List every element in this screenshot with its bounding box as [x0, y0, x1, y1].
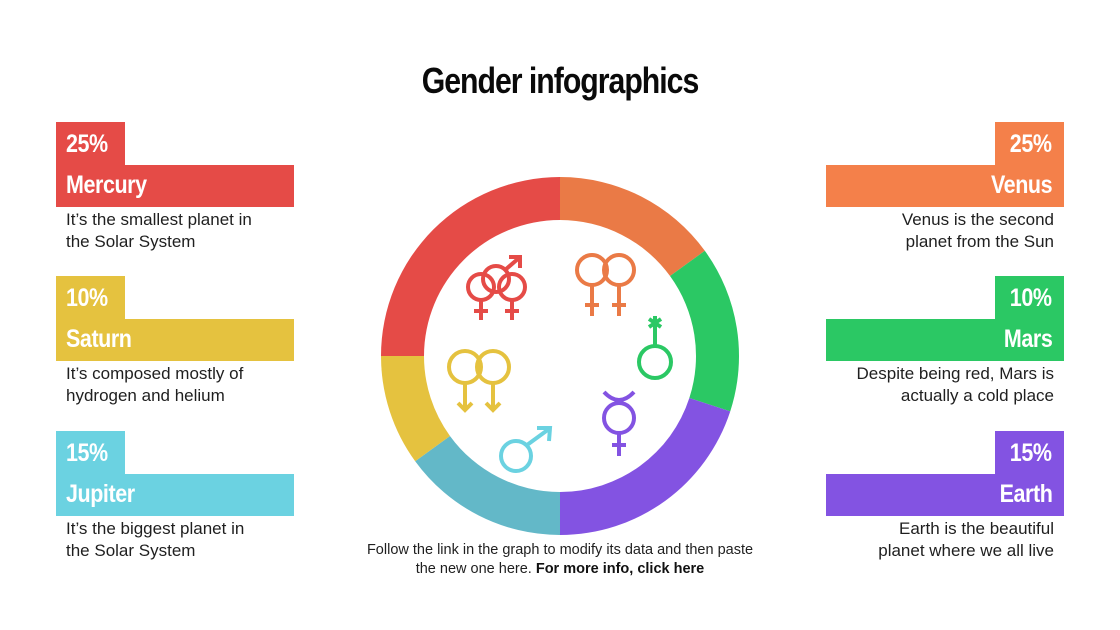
- donut-segment-purple[interactable]: [560, 398, 731, 535]
- card-mars: 10% Mars Despite being red, Mars is actu…: [826, 276, 1064, 426]
- chart-caption: Follow the link in the graph to modify i…: [360, 541, 760, 579]
- card-tab: [995, 276, 1064, 320]
- card-mercury: 25% Mercury It’s the smallest planet in …: [56, 122, 294, 272]
- donut-chart[interactable]: [380, 176, 740, 536]
- card-saturn: 10% Saturn It’s composed mostly of hydro…: [56, 276, 294, 426]
- card-name: Jupiter: [66, 480, 135, 508]
- card-description: It’s composed mostly of hydrogen and hel…: [66, 363, 306, 407]
- card-percent: 15%: [66, 439, 108, 467]
- desc-line: Earth is the beautiful: [899, 519, 1054, 538]
- desc-line: the Solar System: [66, 541, 196, 560]
- desc-line: Venus is the second: [901, 210, 1054, 229]
- desc-line: hydrogen and helium: [66, 386, 225, 405]
- card-description: It’s the biggest planet in the Solar Sys…: [66, 518, 306, 562]
- card-tab: [56, 122, 125, 166]
- card-bar: [56, 165, 294, 207]
- card-name: Mercury: [66, 171, 147, 199]
- card-percent: 25%: [1010, 130, 1052, 158]
- card-bar: [826, 474, 1064, 516]
- page-title: Gender infographics: [421, 60, 700, 101]
- desc-line: Despite being red, Mars is: [856, 364, 1054, 383]
- caption-text: Follow the link in the graph to modify i…: [366, 542, 754, 577]
- donut-segment-orange[interactable]: [560, 177, 705, 277]
- donut-segment-teal[interactable]: [415, 435, 560, 535]
- desc-line: It’s the smallest planet in: [66, 210, 252, 229]
- card-bar: [56, 319, 294, 361]
- donut-segment-red[interactable]: [381, 177, 560, 356]
- card-bar: [826, 165, 1064, 207]
- card-description: Despite being red, Mars is actually a co…: [814, 363, 1054, 407]
- desc-line: planet where we all live: [878, 541, 1054, 560]
- card-percent: 10%: [66, 284, 108, 312]
- card-jupiter: 15% Jupiter It’s the biggest planet in t…: [56, 431, 294, 581]
- card-tab: [56, 276, 125, 320]
- card-percent: 15%: [1010, 439, 1052, 467]
- card-earth: 15% Earth Earth is the beautiful planet …: [826, 431, 1064, 581]
- card-name: Mars: [1003, 325, 1053, 353]
- card-venus: 25% Venus Venus is the second planet fro…: [826, 122, 1064, 272]
- desc-line: It’s the biggest planet in: [66, 519, 245, 538]
- card-description: Venus is the second planet from the Sun: [814, 209, 1054, 253]
- card-percent: 10%: [1010, 284, 1052, 312]
- more-info-link[interactable]: For more info, click here: [535, 561, 705, 577]
- card-name: Venus: [990, 171, 1053, 199]
- card-tab: [56, 431, 125, 475]
- card-tab: [995, 431, 1064, 475]
- desc-line: actually a cold place: [900, 386, 1054, 405]
- card-name: Earth: [999, 480, 1052, 508]
- donut-segment-green[interactable]: [670, 250, 739, 412]
- card-bar: [826, 319, 1064, 361]
- desc-line: It’s composed mostly of: [66, 364, 244, 383]
- card-bar: [56, 474, 294, 516]
- card-name: Saturn: [66, 325, 132, 353]
- card-tab: [995, 122, 1064, 166]
- card-description: Earth is the beautiful planet where we a…: [814, 518, 1054, 562]
- donut-segment-yellow[interactable]: [381, 356, 450, 462]
- desc-line: planet from the Sun: [905, 232, 1054, 251]
- card-description: It’s the smallest planet in the Solar Sy…: [66, 209, 306, 253]
- desc-line: the Solar System: [66, 232, 196, 251]
- card-percent: 25%: [66, 130, 108, 158]
